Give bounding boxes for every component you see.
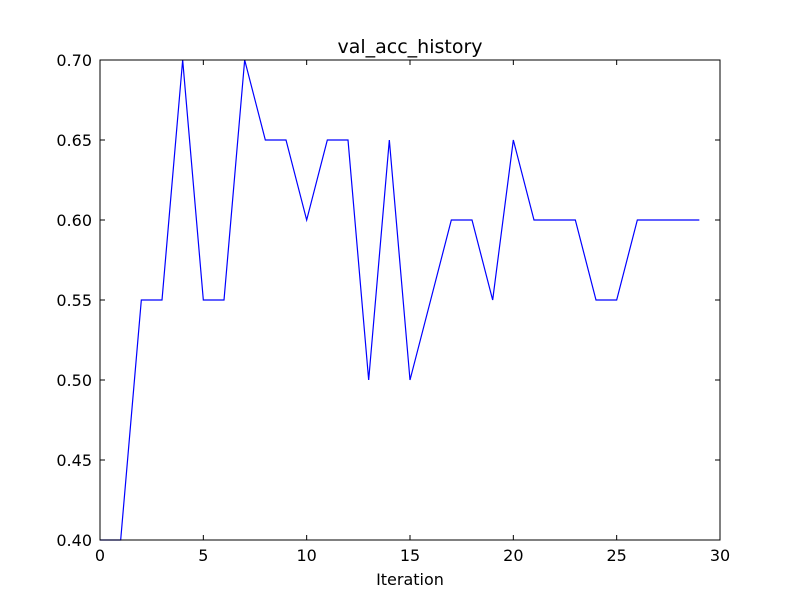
y-tick-label: 0.40: [56, 531, 92, 550]
x-tick-label: 0: [95, 546, 105, 565]
y-tick-label: 0.60: [56, 211, 92, 230]
y-tick-label: 0.50: [56, 371, 92, 390]
x-tick-label: 5: [198, 546, 208, 565]
series-line: [100, 59, 700, 541]
x-tick-label: 15: [400, 546, 420, 565]
x-tick-label: 25: [606, 546, 626, 565]
y-tick-label: 0.55: [56, 291, 92, 310]
chart-title: val_acc_history: [337, 36, 482, 58]
x-tick-label: 10: [296, 546, 316, 565]
y-tick-label: 0.45: [56, 451, 92, 470]
y-tick-label: 0.70: [56, 51, 92, 70]
x-tick-label: 20: [503, 546, 523, 565]
plot-area: [100, 59, 700, 541]
y-tick-label: 0.65: [56, 131, 92, 150]
axis-ticks: 0 5 10 15 20 25 30 0.40 0.45 0.50 0.55 0.60 0.65 0.70: [56, 51, 730, 565]
x-tick-label: 30: [710, 546, 730, 565]
plot-frame: [99, 59, 721, 541]
x-axis-label: Iteration: [376, 570, 444, 589]
